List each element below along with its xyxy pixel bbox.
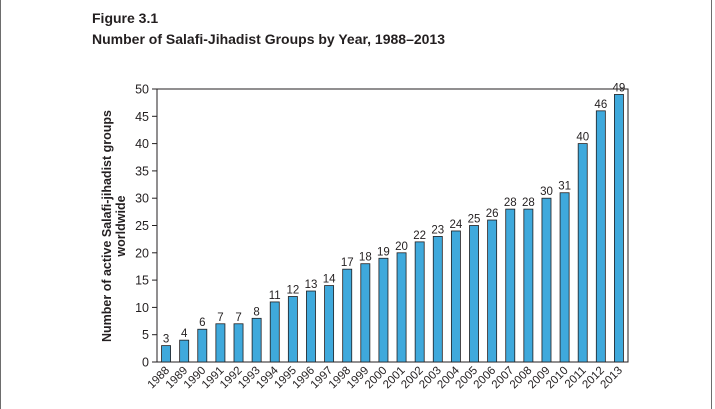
bar [269, 301, 280, 363]
right-frame-border [711, 0, 712, 409]
bar [197, 328, 208, 363]
y-tick-label: 25 [135, 219, 149, 233]
bar-value-label: 19 [377, 246, 390, 258]
bar [541, 197, 552, 363]
bar-value-label: 23 [431, 224, 444, 236]
bar [505, 208, 516, 363]
y-tick-label: 15 [135, 274, 149, 288]
bar-value-label: 4 [181, 328, 188, 340]
bar [523, 208, 534, 363]
y-tick-label: 45 [135, 110, 149, 124]
bar-value-label: 28 [504, 197, 517, 209]
x-tick-label: 2013 [598, 365, 625, 392]
bar [577, 143, 588, 363]
bar-value-label: 7 [217, 312, 223, 324]
bar [614, 94, 624, 363]
bar [324, 285, 335, 363]
bar-value-label: 8 [253, 306, 259, 318]
bar [450, 230, 461, 363]
plot-frame [156, 88, 629, 363]
bar [342, 268, 353, 363]
y-tick-label: 35 [135, 164, 149, 178]
bar [378, 257, 389, 363]
bar [233, 323, 244, 363]
bar-value-label: 25 [468, 214, 481, 226]
bar-value-label: 14 [323, 274, 336, 286]
bar [215, 323, 226, 363]
bar-value-label: 13 [305, 279, 318, 291]
y-tick-label: 50 [135, 83, 149, 97]
y-tick-label: 30 [135, 192, 149, 206]
bar [559, 192, 570, 363]
y-tick-label: 0 [142, 356, 149, 370]
bar-value-label: 49 [613, 82, 626, 94]
bar-value-label: 28 [522, 197, 535, 209]
bar-value-label: 40 [576, 132, 589, 144]
y-tick-label: 10 [135, 301, 149, 315]
bar [161, 345, 171, 363]
bar-value-label: 46 [594, 99, 607, 111]
bar [595, 110, 606, 363]
bar [251, 317, 262, 363]
bar [306, 290, 316, 363]
bar [414, 241, 425, 363]
bar-value-label: 18 [359, 252, 372, 264]
bar [396, 252, 407, 363]
bar [469, 225, 479, 363]
y-tick-label: 40 [135, 137, 149, 151]
bar-value-label: 17 [341, 257, 354, 269]
bar-value-label: 7 [235, 312, 241, 324]
bar [179, 339, 190, 363]
bar [360, 263, 371, 363]
bar-value-label: 24 [450, 219, 463, 231]
bar [287, 296, 298, 363]
bar [487, 219, 498, 363]
bar-value-label: 6 [199, 317, 205, 329]
bar-value-label: 31 [558, 181, 571, 193]
bar-value-label: 12 [286, 284, 299, 296]
y-tick-label: 5 [142, 328, 149, 342]
figure-title: Number of Salafi-Jihadist Groups by Year… [92, 31, 446, 47]
bar [432, 236, 443, 363]
figure-label: Figure 3.1 [92, 10, 159, 26]
left-frame-border [0, 0, 1, 409]
bar-value-label: 30 [540, 186, 553, 198]
bar-value-label: 26 [486, 208, 499, 220]
bar-value-label: 22 [413, 230, 426, 242]
bar-value-label: 11 [269, 290, 281, 302]
bar-value-label: 20 [395, 241, 408, 253]
bar-value-label: 3 [163, 334, 169, 346]
y-tick-label: 20 [135, 246, 149, 260]
